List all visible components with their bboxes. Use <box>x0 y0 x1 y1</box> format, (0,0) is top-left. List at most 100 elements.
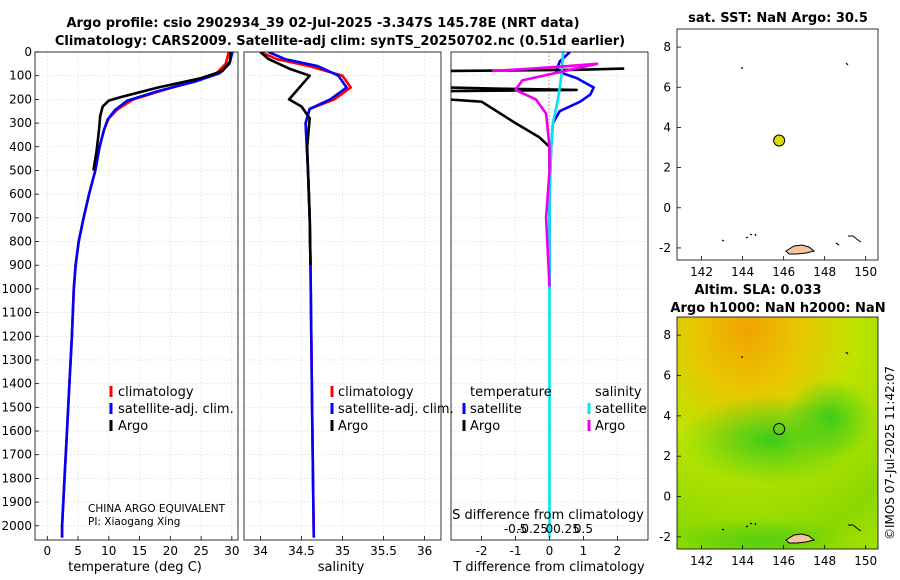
map-y-tick-label: 8 <box>663 40 671 54</box>
temperature-x-axis: 0 5 10 15 20 25 30 <box>43 536 239 558</box>
sst-map-panel: sat. SST: NaN Argo: 30.5 142 144 146 148 150… <box>659 11 879 279</box>
series-salinity-argo <box>491 62 599 287</box>
y-tick-label: 700 <box>9 211 32 225</box>
imos-credit: ©IMOS 07-Jul-2025 11:42:07 <box>883 366 897 540</box>
top-tick-label: 0.5 <box>574 522 593 536</box>
y-tick-label: 1000 <box>1 282 32 296</box>
sst-map-land <box>721 62 862 255</box>
difference-lines <box>451 52 625 538</box>
legend-temperature-title: temperature <box>470 385 552 400</box>
t-difference-label: T difference from climatology <box>452 560 645 575</box>
sst-map-axes: 142 144 146 148 150 -2 0 2 4 6 8 <box>659 40 877 279</box>
y-tick-label: 1400 <box>1 377 32 391</box>
map-x-tick-label: 142 <box>690 554 713 568</box>
legend-t-argo-label: Argo <box>470 419 500 434</box>
salinity-lines <box>259 52 353 538</box>
x-tick-label: 34.5 <box>288 544 315 558</box>
map-x-tick-label: 146 <box>772 554 795 568</box>
difference-legend: temperature salinity satellite Argo sate… <box>462 385 647 434</box>
y-tick-label: 1700 <box>1 448 32 462</box>
x-tick-label: 20 <box>163 544 178 558</box>
top-tick-label: 0.25 <box>553 522 580 536</box>
legend-argo-label: Argo <box>118 419 148 434</box>
sla-map-title-line1: Altim. SLA: 0.033 <box>695 283 822 298</box>
y-tick-label: 1600 <box>1 424 32 438</box>
map-y-tick-label: 8 <box>663 328 671 342</box>
top-tick-label: 0 <box>546 522 554 536</box>
x-tick-label: 0 <box>546 544 554 558</box>
legend-s-argo-label: Argo <box>595 419 625 434</box>
series-argo <box>259 52 312 266</box>
map-y-tick-label: 6 <box>663 369 671 383</box>
y-tick-label: 800 <box>9 235 32 249</box>
legend-salinity-title: salinity <box>595 385 642 400</box>
series-temperature-argo <box>451 67 625 171</box>
salinity-panel: 34 34.5 35 35.5 36 salinity climatology sate… <box>243 51 454 575</box>
y-tick-label: 2000 <box>1 519 32 533</box>
difference-panel: -2 -1 0 1 2 -0.5-0.250 0.250.5 S difference f… <box>450 51 649 575</box>
map-y-tick-label: 2 <box>663 449 671 463</box>
series-argo <box>92 52 232 171</box>
temperature-legend: climatology satellite-adj. clim. Argo <box>109 385 234 434</box>
x-tick-label: 0 <box>43 544 51 558</box>
s-difference-label: S difference from climatology <box>452 508 644 523</box>
argo-location-marker <box>773 134 786 147</box>
y-tick-label: 400 <box>9 140 32 154</box>
y-tick-label: 1900 <box>1 495 32 509</box>
coastline-east <box>848 235 862 243</box>
legend-climatology-label: climatology <box>118 385 194 400</box>
map-y-tick-label: 6 <box>663 80 671 94</box>
y-tick-label: 1500 <box>1 400 32 414</box>
y-tick-label: 0 <box>24 45 32 59</box>
top-tick-label: -0.25 <box>517 522 548 536</box>
legend-satellite-label: satellite-adj. clim. <box>118 402 234 417</box>
map-y-tick-label: 0 <box>663 490 671 504</box>
x-tick-label: -2 <box>476 544 488 558</box>
temperature-panel: 0100200300400500600700800900100011001200… <box>1 45 239 575</box>
map-x-tick-label: 148 <box>813 265 836 279</box>
coastline-islets <box>721 351 849 531</box>
x-tick-label: 35.5 <box>370 544 397 558</box>
map-x-tick-label: 148 <box>813 554 836 568</box>
t-difference-x-axis: -2 -1 0 1 2 <box>476 536 621 558</box>
map-y-tick-label: 0 <box>663 201 671 215</box>
series-satellite-adj-clim- <box>268 52 348 538</box>
y-tick-label: 900 <box>9 258 32 272</box>
legend-t-satellite-label: satellite <box>470 402 522 417</box>
temperature-axes-frame <box>34 51 239 541</box>
y-tick-label: 200 <box>9 92 32 106</box>
coastline-island <box>785 533 816 544</box>
x-tick-label: 34 <box>253 544 268 558</box>
map-x-tick-label: 144 <box>731 554 754 568</box>
x-tick-label: 35 <box>335 544 350 558</box>
sla-heatmap <box>677 317 878 549</box>
sst-map-title: sat. SST: NaN Argo: 30.5 <box>688 11 868 26</box>
y-tick-label: 300 <box>9 116 32 130</box>
temperature-lines <box>60 52 234 538</box>
map-y-tick-label: 2 <box>663 161 671 175</box>
y-tick-label: 1300 <box>1 353 32 367</box>
figure-title-line2: Climatology: CARS2009. Satellite-adj cli… <box>55 34 625 49</box>
salinity-axes-frame <box>243 51 442 541</box>
y-tick-label: 500 <box>9 163 32 177</box>
salinity-x-label: salinity <box>318 560 365 575</box>
top-tick-label: -0.5 <box>504 522 527 536</box>
x-tick-label: 36 <box>417 544 432 558</box>
sla-map-frame <box>676 316 879 550</box>
legend-climatology-label: climatology <box>338 385 414 400</box>
s-difference-x-axis: -0.5-0.250 0.250.5 <box>504 522 593 536</box>
salinity-x-axis: 34 34.5 35 35.5 36 <box>253 536 432 558</box>
coastline-islets <box>721 62 849 246</box>
x-tick-label: -1 <box>510 544 522 558</box>
y-tick-label: 600 <box>9 187 32 201</box>
sla-map-axes: 142 144 146 148 150 -2 0 2 4 6 8 <box>659 328 877 568</box>
salinity-legend: climatology satellite-adj. clim. Argo <box>330 385 454 434</box>
x-tick-label: 1 <box>580 544 588 558</box>
sla-map-panel: Altim. SLA: 0.033 Argo h1000: NaN h2000:… <box>659 283 886 568</box>
data-note-line1: CHINA ARGO EQUIVALENT <box>88 503 226 515</box>
legend-satellite-label: satellite-adj. clim. <box>338 402 454 417</box>
map-x-tick-label: 146 <box>772 265 795 279</box>
x-tick-label: 30 <box>224 544 239 558</box>
legend-argo-label: Argo <box>338 419 368 434</box>
